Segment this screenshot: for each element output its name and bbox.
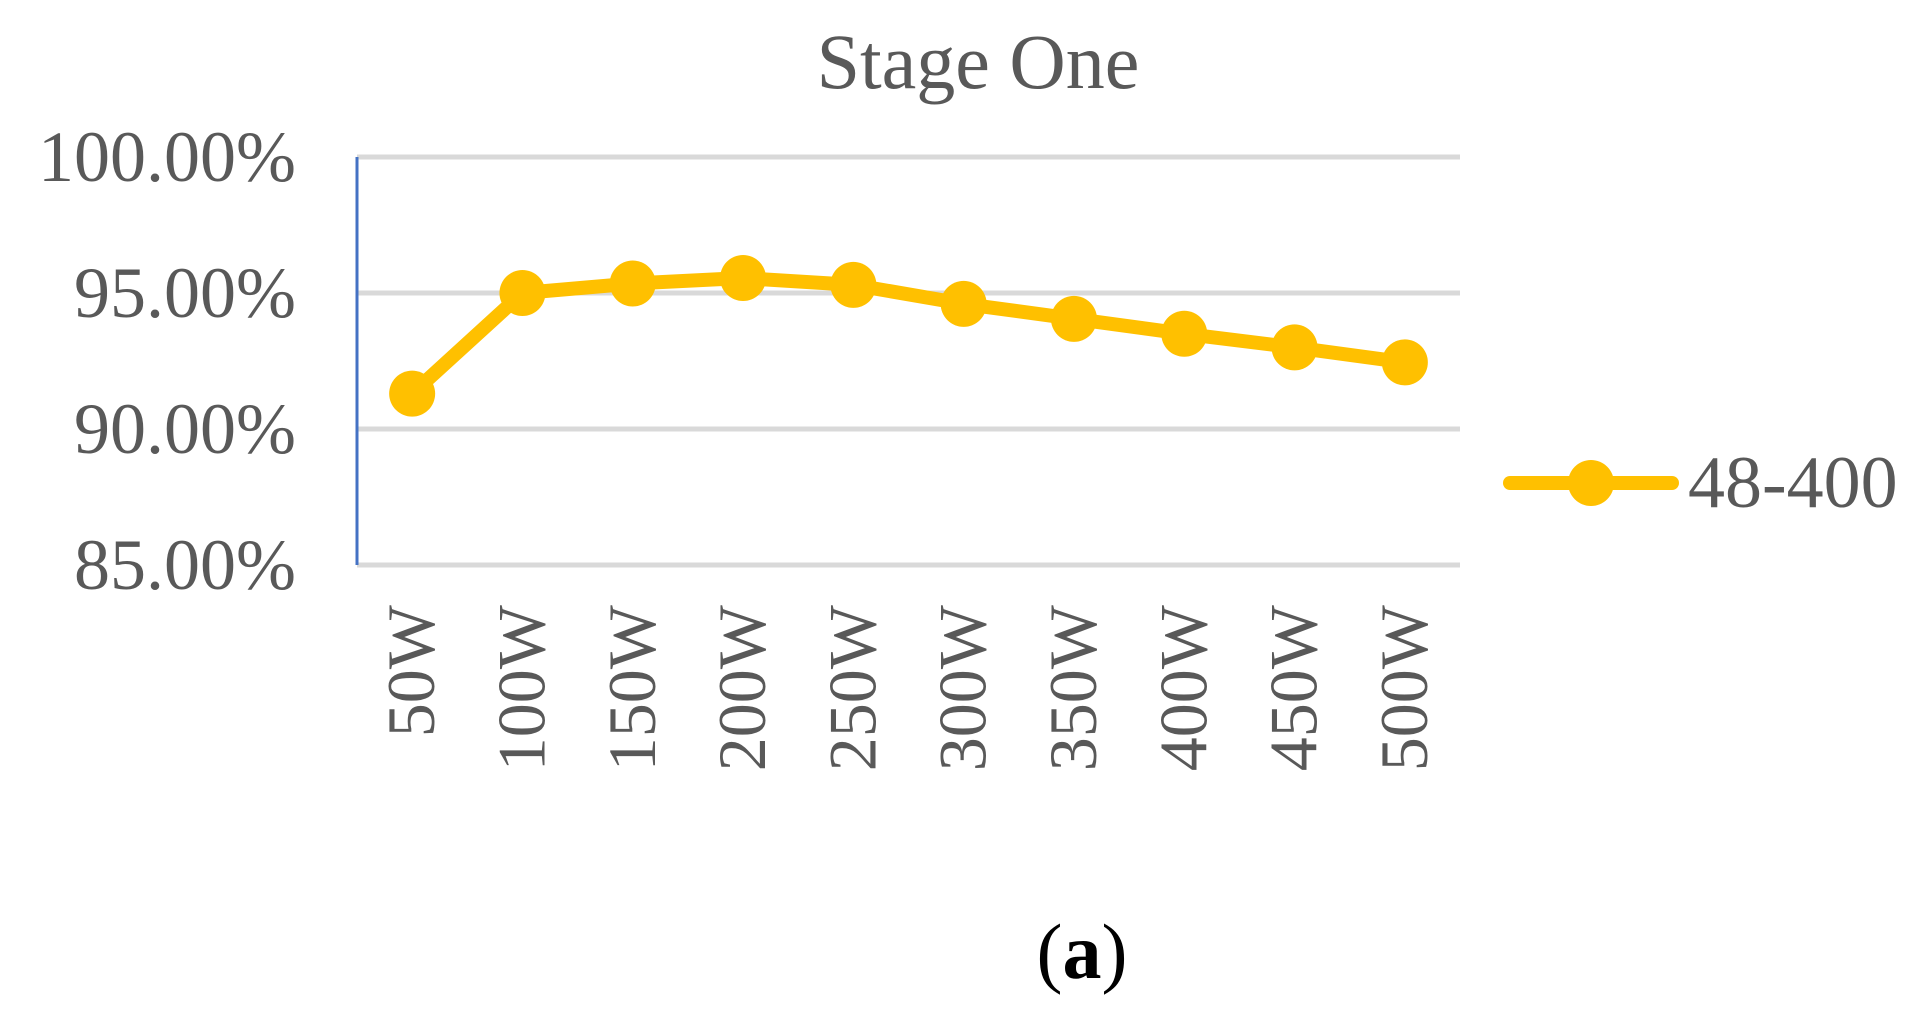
data-point [1050, 295, 1097, 342]
data-point [609, 260, 656, 307]
panel-label-open: ( [1037, 908, 1063, 995]
y-tick-label: 95.00% [74, 253, 296, 333]
legend-label: 48-400 [1688, 442, 1898, 524]
x-tick-label: 200W [704, 604, 780, 771]
panel-label-letter: a [1063, 908, 1102, 995]
y-tick-label: 90.00% [74, 389, 296, 469]
x-tick-label: 300W [925, 604, 1001, 771]
x-tick-label: 350W [1035, 604, 1111, 771]
x-tick-label: 100W [483, 604, 559, 771]
data-point [830, 261, 877, 308]
data-point [499, 270, 546, 316]
x-tick-label: 500W [1366, 604, 1442, 771]
series-line [405, 271, 1412, 401]
data-point [1161, 310, 1208, 357]
x-axis-ticks: 50W 100W 150W 200W 250W 300W 350W 400W 450W 500W [373, 604, 1442, 771]
panel-label: (a) [1037, 908, 1128, 995]
y-axis-ticks: 85.00% 90.00% 95.00% 100.00% [38, 117, 296, 605]
y-tick-label: 85.00% [74, 525, 296, 605]
series-points [389, 255, 1428, 417]
panel-label-close: ) [1102, 908, 1128, 995]
data-point [389, 370, 436, 417]
series-line-48-400 [405, 271, 1412, 401]
x-tick-label: 250W [814, 604, 890, 771]
legend: 48-400 [1503, 442, 1898, 524]
chart-title: Stage One [817, 18, 1140, 105]
data-point [1271, 324, 1318, 371]
x-tick-label: 150W [594, 604, 670, 771]
x-tick-label: 50W [373, 604, 449, 737]
legend-marker [1568, 460, 1614, 506]
x-tick-label: 450W [1256, 604, 1332, 771]
y-tick-label: 100.00% [38, 117, 296, 197]
data-point [940, 280, 987, 327]
data-point [1381, 339, 1428, 386]
data-point [720, 255, 767, 302]
x-tick-label: 400W [1145, 604, 1221, 771]
